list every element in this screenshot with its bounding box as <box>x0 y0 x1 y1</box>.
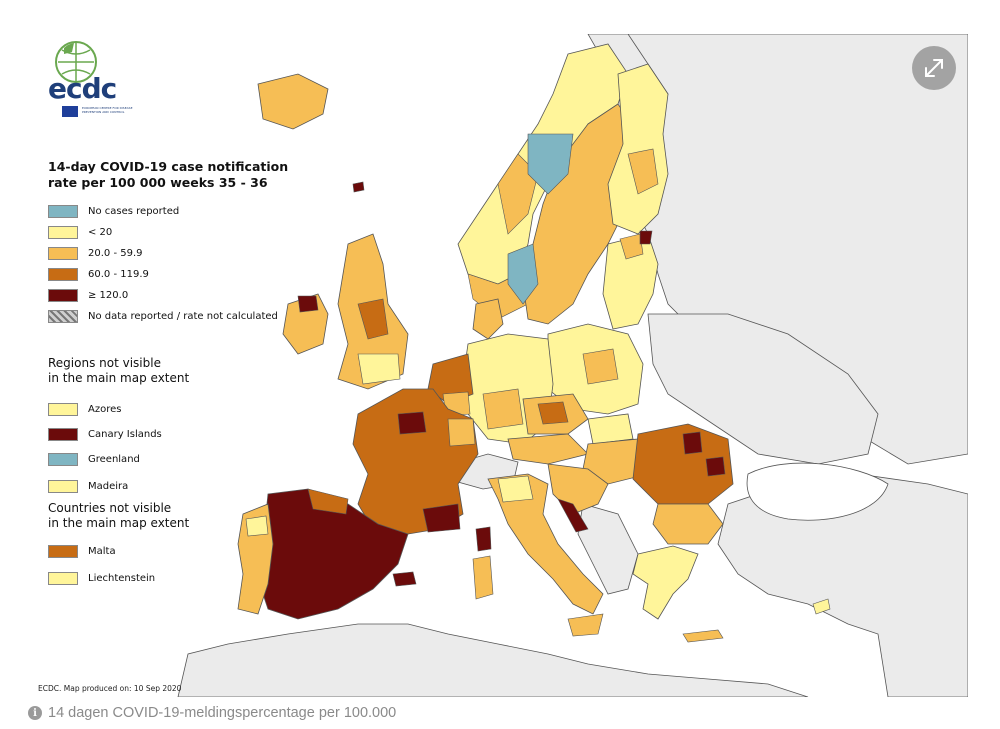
regions-heading-line2: in the main map extent <box>48 371 190 385</box>
region-spain-north <box>307 488 349 515</box>
legend-item-gte120: ≥ 120.0 <box>48 288 128 302</box>
legend-swatch <box>48 544 78 558</box>
region-greece <box>632 545 699 620</box>
region-slovakia <box>587 413 634 445</box>
region-france-paris <box>397 411 427 435</box>
region-sweden-west <box>507 243 539 305</box>
legend-label: 60.0 - 119.9 <box>88 268 149 280</box>
legend-label: 20.0 - 59.9 <box>88 247 143 259</box>
legend-label: Azores <box>88 403 122 415</box>
legend-swatch <box>48 225 78 239</box>
countries-heading: Countries not visible in the main map ex… <box>48 501 278 531</box>
legend-label: Malta <box>88 545 116 557</box>
legend-item-no-data: No data reported / rate not calculated <box>48 309 278 323</box>
region-crete <box>682 629 724 643</box>
region-romania-northeast <box>682 431 703 455</box>
legend-label: No cases reported <box>88 205 180 217</box>
expand-button[interactable] <box>912 46 956 90</box>
region-sicily <box>567 613 604 637</box>
region-finland-central <box>627 148 659 195</box>
legend-region-greenland: Greenland <box>48 452 140 466</box>
region-finland <box>607 63 669 235</box>
regions-heading-line1: Regions not visible <box>48 356 161 370</box>
legend-swatch <box>48 427 78 441</box>
countries-heading-line1: Countries not visible <box>48 501 172 515</box>
legend-title-line2: rate per 100 000 weeks 35 - 36 <box>48 175 268 190</box>
eu-flag-icon <box>62 106 78 117</box>
region-germany-south <box>482 388 524 430</box>
region-romania-east <box>705 456 726 477</box>
countries-heading-line2: in the main map extent <box>48 516 190 530</box>
region-austria <box>507 433 589 465</box>
region-france-east <box>447 418 476 447</box>
logo-subtext: EUROPEAN CENTRE FOR DISEASE PREVENTION A… <box>82 106 133 114</box>
legend-title-line1: 14-day COVID-19 case notification <box>48 159 289 174</box>
legend-item-no-cases: No cases reported <box>48 204 179 218</box>
region-croatia-coast <box>557 498 589 533</box>
region-france <box>352 388 479 535</box>
region-portugal-north <box>245 515 269 537</box>
region-ireland-north <box>297 295 319 313</box>
image-caption: i 14 dagen COVID-19-meldingspercentage p… <box>28 705 396 721</box>
ecdc-logo: ecdc EUROPEAN CENTRE FOR DISEASE PREVENT… <box>46 40 156 120</box>
legend-label: No data reported / rate not calculated <box>88 310 278 322</box>
region-denmark <box>472 298 504 340</box>
region-faroe <box>352 181 365 193</box>
legend-region-canary: Canary Islands <box>48 427 162 441</box>
region-corsica <box>475 526 492 552</box>
region-cyprus <box>812 598 831 615</box>
legend-label: Madeira <box>88 480 129 492</box>
legend-swatch <box>48 452 78 466</box>
region-romania <box>632 423 734 505</box>
legend-item-60-119: 60.0 - 119.9 <box>48 267 149 281</box>
region-iceland <box>257 73 329 130</box>
region-france-south <box>422 503 461 533</box>
legend-swatch-hatched <box>48 309 78 323</box>
legend-label: Liechtenstein <box>88 572 156 584</box>
legend-item-lt20: < 20 <box>48 225 112 239</box>
legend-region-azores: Azores <box>48 402 121 416</box>
legend-swatch <box>48 246 78 260</box>
region-hungary <box>582 438 649 485</box>
region-bulgaria <box>652 503 724 545</box>
legend-swatch <box>48 402 78 416</box>
regions-heading: Regions not visible in the main map exte… <box>48 356 278 386</box>
legend-label: ≥ 120.0 <box>88 289 129 301</box>
legend-label: Canary Islands <box>88 428 162 440</box>
map-canvas <box>28 34 968 697</box>
region-uk-south <box>357 353 401 385</box>
legend-swatch <box>48 288 78 302</box>
black-sea <box>746 462 889 521</box>
legend-swatch <box>48 479 78 493</box>
legend-swatch <box>48 267 78 281</box>
region-uk-north-england <box>357 298 389 340</box>
legend-country-malta: Malta <box>48 544 116 558</box>
region-sweden-north <box>527 133 574 195</box>
map-container: ecdc EUROPEAN CENTRE FOR DISEASE PREVENT… <box>28 34 968 697</box>
legend-swatch <box>48 204 78 218</box>
region-czechia-central <box>537 401 569 425</box>
region-estonia-east <box>639 230 653 245</box>
map-footer-note: ECDC. Map produced on: 10 Sep 2020 <box>38 684 182 693</box>
region-sardinia <box>472 555 494 600</box>
expand-icon <box>925 59 943 77</box>
region-balearic <box>392 571 417 587</box>
legend-item-20-59: 20.0 - 59.9 <box>48 246 143 260</box>
globe-icon <box>55 41 97 83</box>
region-estonia <box>619 233 644 260</box>
legend-title: 14-day COVID-19 case notification rate p… <box>48 159 298 191</box>
region-italy <box>487 473 604 615</box>
caption-text: 14 dagen COVID-19-meldingspercentage per… <box>48 705 397 721</box>
region-poland-central <box>582 348 619 385</box>
legend-swatch <box>48 571 78 585</box>
legend-region-madeira: Madeira <box>48 479 128 493</box>
legend-country-liechtenstein: Liechtenstein <box>48 571 155 585</box>
legend-label: < 20 <box>88 226 113 238</box>
region-italy-north <box>497 475 534 503</box>
logo-text: ecdc <box>48 72 117 105</box>
info-icon: i <box>28 706 42 720</box>
legend-label: Greenland <box>88 453 140 465</box>
